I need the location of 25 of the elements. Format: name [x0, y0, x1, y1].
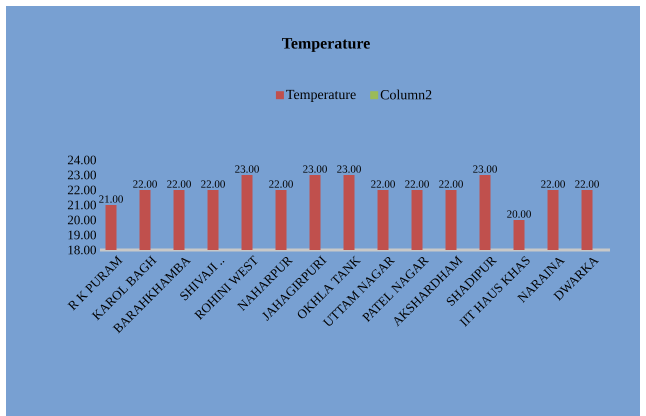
data-label: 20.00 [507, 210, 531, 218]
data-label: 22.00 [269, 180, 293, 188]
data-label: 22.00 [167, 180, 191, 188]
data-label: 22.00 [575, 180, 599, 188]
data-label: 23.00 [473, 165, 497, 173]
data-label: 22.00 [201, 180, 225, 188]
data-label: 22.00 [133, 180, 157, 188]
data-label: 23.00 [337, 165, 361, 173]
data-label: 23.00 [235, 165, 259, 173]
y-tick-label: 23.00 [68, 170, 96, 180]
data-label: 22.00 [439, 180, 463, 188]
legend-label: Column2 [380, 90, 432, 100]
y-tick-label: 21.00 [68, 200, 96, 210]
data-label: 22.00 [371, 180, 395, 188]
data-label: 22.00 [541, 180, 565, 188]
y-tick-label: 24.00 [68, 156, 96, 164]
data-label: 21.00 [99, 195, 123, 203]
y-tick-label: 18.00 [68, 246, 96, 254]
legend-label: Temperature [286, 90, 356, 102]
y-tick-label: 22.00 [68, 186, 96, 194]
y-tick-label: 19.00 [68, 230, 96, 240]
y-tick-label: 20.00 [68, 216, 96, 224]
data-label: 22.00 [405, 180, 429, 188]
chart-title: Temperature [282, 38, 370, 52]
data-label: 23.00 [303, 165, 327, 173]
